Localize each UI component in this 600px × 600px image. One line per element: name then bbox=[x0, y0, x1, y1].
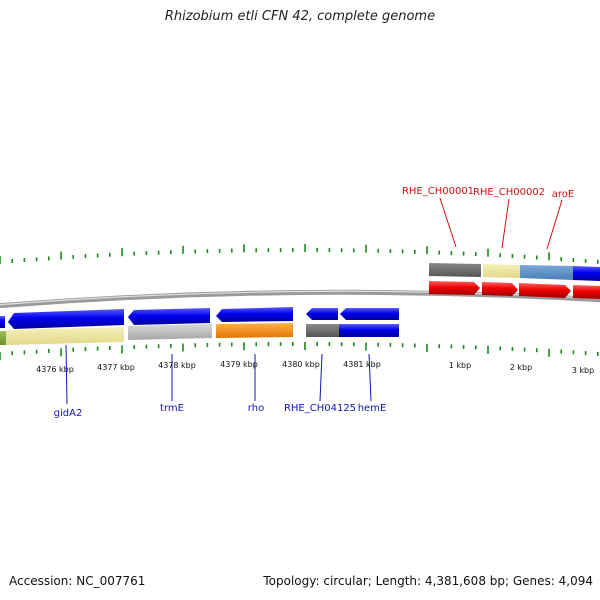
gene-track-lower bbox=[0, 307, 399, 345]
scale-label: 4377 kbp bbox=[97, 363, 135, 372]
gene-arrow[interactable] bbox=[0, 316, 5, 328]
gene-label-RHE_CH00001[interactable]: RHE_CH00001 bbox=[402, 186, 474, 197]
cog-block[interactable] bbox=[216, 323, 293, 338]
gene-arrow[interactable] bbox=[8, 309, 124, 329]
scale-label: 1 kbp bbox=[449, 361, 471, 370]
gene-arrow[interactable] bbox=[573, 285, 600, 299]
scale-ticks-outer bbox=[0, 244, 599, 264]
gene-label-RHE_CH00002[interactable]: RHE_CH00002 bbox=[473, 187, 545, 198]
gene-arrow[interactable] bbox=[429, 281, 480, 295]
cog-block[interactable] bbox=[128, 324, 212, 340]
leader-lines bbox=[65, 197, 563, 405]
cog-block[interactable] bbox=[483, 264, 520, 278]
cog-block[interactable] bbox=[6, 327, 124, 345]
gene-arrow[interactable] bbox=[128, 308, 210, 325]
scale-label: 4376 kbp bbox=[36, 365, 74, 374]
cog-block[interactable] bbox=[0, 331, 6, 345]
cog-block[interactable] bbox=[520, 265, 573, 280]
gene-arrow[interactable] bbox=[519, 283, 571, 298]
scale-label: 2 kbp bbox=[510, 363, 532, 372]
gene-arrow[interactable] bbox=[482, 282, 518, 296]
scale-label: 4381 kbp bbox=[343, 360, 381, 369]
scale-ticks-inner bbox=[0, 342, 599, 360]
scale-label: 3 kbp bbox=[572, 366, 594, 375]
gene-label-rho[interactable]: rho bbox=[248, 403, 264, 414]
cog-block[interactable] bbox=[339, 324, 399, 337]
scale-label: 4379 kbp bbox=[220, 360, 258, 369]
gene-label-aroE[interactable]: aroE bbox=[552, 189, 574, 200]
cog-block[interactable] bbox=[306, 324, 339, 337]
gene-label-hemE[interactable]: hemE bbox=[358, 403, 387, 414]
accession-label: Accession: NC_007761 bbox=[9, 574, 146, 588]
gene-labels-bottom: gidA2 trmE rho RHE_CH04125 hemE bbox=[54, 403, 387, 419]
scale-labels: 4376 kbp 4377 kbp 4378 kbp 4379 kbp 4380… bbox=[36, 360, 594, 375]
cog-block[interactable] bbox=[429, 263, 481, 277]
gene-arrow[interactable] bbox=[340, 308, 399, 320]
scale-label: 4380 kbp bbox=[282, 360, 320, 369]
gene-track-upper bbox=[429, 263, 600, 299]
gene-label-trmE[interactable]: trmE bbox=[160, 403, 184, 414]
scale-label: 4378 kbp bbox=[158, 361, 196, 370]
map-title: Rhizobium etli CFN 42, complete genome bbox=[164, 9, 436, 24]
gene-labels-top: RHE_CH00001 RHE_CH00002 aroE bbox=[402, 186, 574, 200]
gene-arrow[interactable] bbox=[306, 308, 338, 320]
cog-block[interactable] bbox=[573, 266, 600, 281]
genome-summary: Topology: circular; Length: 4,381,608 bp… bbox=[263, 574, 593, 588]
gene-label-RHE_CH04125[interactable]: RHE_CH04125 bbox=[284, 403, 356, 414]
gene-label-gidA2[interactable]: gidA2 bbox=[54, 408, 83, 419]
gene-arrow[interactable] bbox=[216, 307, 293, 322]
